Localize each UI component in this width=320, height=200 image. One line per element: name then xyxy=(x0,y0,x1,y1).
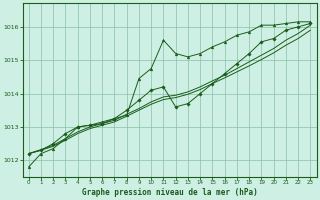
X-axis label: Graphe pression niveau de la mer (hPa): Graphe pression niveau de la mer (hPa) xyxy=(82,188,257,197)
